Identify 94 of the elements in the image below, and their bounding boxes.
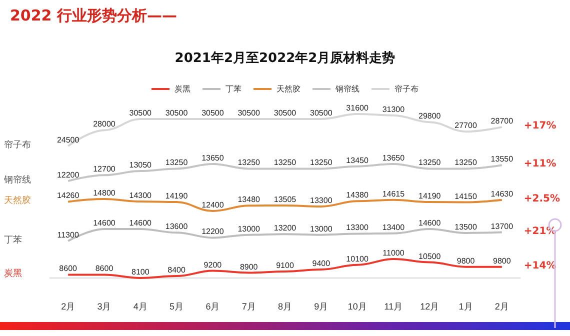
data-label: 14190 [165, 192, 188, 201]
data-label: 24500 [56, 136, 80, 144]
x-tick-label: 8月 [278, 302, 292, 312]
text: 2021年2月至2022年2月原材料走势 [174, 50, 396, 66]
data-label: 13400 [382, 222, 406, 232]
text: +11% [524, 158, 556, 170]
text: 炭黑 [4, 268, 22, 280]
data-label: 28700 [490, 116, 514, 126]
data-label: 13250 [454, 158, 478, 168]
x-tick-label: 1月 [458, 302, 473, 312]
data-label: 12200 [56, 170, 80, 180]
data-label: 14630 [490, 189, 514, 198]
data-label: 8400 [168, 266, 186, 275]
x-tick-label: 2月 [494, 302, 509, 312]
text: +17% [524, 120, 556, 132]
x-tick-label: 4月 [133, 302, 148, 312]
text: 钢帘线 [3, 174, 31, 186]
text: 天然胶 [4, 195, 31, 206]
category-label: 帘子布 [394, 84, 418, 94]
data-label: 13250 [310, 158, 333, 168]
data-label: 13250 [418, 158, 442, 168]
data-label: 30500 [129, 108, 152, 118]
data-label: 9800 [493, 256, 512, 266]
data-label: 14600 [93, 218, 116, 228]
x-tick-label: 11月 [384, 302, 403, 312]
data-label: 10500 [418, 252, 442, 261]
data-label: 13250 [165, 158, 188, 168]
data-label: 14600 [418, 218, 442, 228]
category-label: 钢帘线 [334, 84, 360, 94]
data-label: 13050 [129, 160, 152, 170]
data-label: 13650 [382, 154, 406, 162]
text: 帘子布 [4, 140, 31, 150]
data-label: 30500 [274, 108, 297, 118]
x-tick-label: 2月 [61, 302, 76, 312]
data-label: 13550 [490, 154, 514, 164]
data-label: 30500 [165, 108, 188, 118]
data-label: 12200 [202, 227, 224, 236]
text: +2.5% [524, 193, 560, 204]
data-label: 30500 [310, 108, 333, 118]
data-label: 27700 [454, 121, 478, 130]
category-label: 天然胶 [276, 84, 300, 94]
data-label: 13200 [274, 224, 297, 233]
x-tick-label: 6月 [206, 302, 220, 312]
data-label: 13480 [238, 195, 261, 204]
data-label: 14600 [129, 218, 152, 228]
x-tick-label: 3月 [97, 302, 112, 312]
x-tick-label: 7月 [242, 302, 256, 312]
data-label: 10100 [346, 254, 369, 264]
data-label: 12400 [202, 200, 224, 210]
data-label: 13450 [346, 156, 369, 165]
data-label: 13300 [310, 196, 333, 205]
data-label: 8600 [95, 264, 114, 274]
data-label: 28000 [93, 120, 116, 129]
category-label: 炭黑 [174, 84, 190, 94]
data-label: 30500 [202, 108, 224, 118]
data-label: 13650 [202, 154, 224, 162]
x-tick-label: 5月 [170, 302, 184, 312]
data-label: 14300 [129, 191, 152, 200]
data-label: 13500 [454, 222, 478, 232]
data-label: 8100 [131, 268, 150, 276]
data-label: 13505 [274, 194, 297, 204]
data-label: 8600 [59, 264, 78, 274]
x-tick-label: 10月 [348, 302, 367, 312]
data-label: 11300 [57, 230, 80, 240]
x-tick-label: 12月 [420, 302, 440, 312]
data-label: 14615 [382, 189, 406, 198]
data-label: 13700 [490, 222, 514, 231]
data-label: 31300 [382, 104, 406, 114]
data-label: 8900 [240, 262, 258, 272]
data-label: 14150 [454, 192, 478, 201]
data-label: 14800 [93, 188, 116, 198]
data-label: 14190 [418, 192, 442, 201]
data-label: 29800 [418, 112, 442, 121]
data-label: 31600 [346, 104, 369, 112]
data-label: 14380 [346, 190, 369, 200]
text: +14% [524, 260, 556, 272]
data-label: 30500 [238, 108, 261, 118]
data-label: 13300 [346, 223, 369, 232]
data-label: 9100 [276, 260, 294, 270]
data-label: 13000 [310, 224, 333, 234]
data-label: 14260 [56, 191, 80, 200]
data-label: 12700 [93, 164, 116, 174]
data-label: 13250 [274, 158, 297, 168]
data-label: 13250 [238, 158, 261, 168]
data-label: 9200 [204, 260, 222, 270]
text: 丁苯 [4, 234, 22, 246]
x-tick-label: 9月 [314, 302, 328, 312]
data-label: 13600 [165, 222, 188, 232]
data-label: 9800 [456, 256, 476, 266]
text: 2022 行业形势分析—— [10, 6, 177, 24]
data-label: 9400 [312, 258, 331, 268]
data-label: 11000 [382, 248, 405, 258]
data-label: 13000 [238, 224, 261, 234]
category-label: 丁苯 [226, 84, 242, 94]
